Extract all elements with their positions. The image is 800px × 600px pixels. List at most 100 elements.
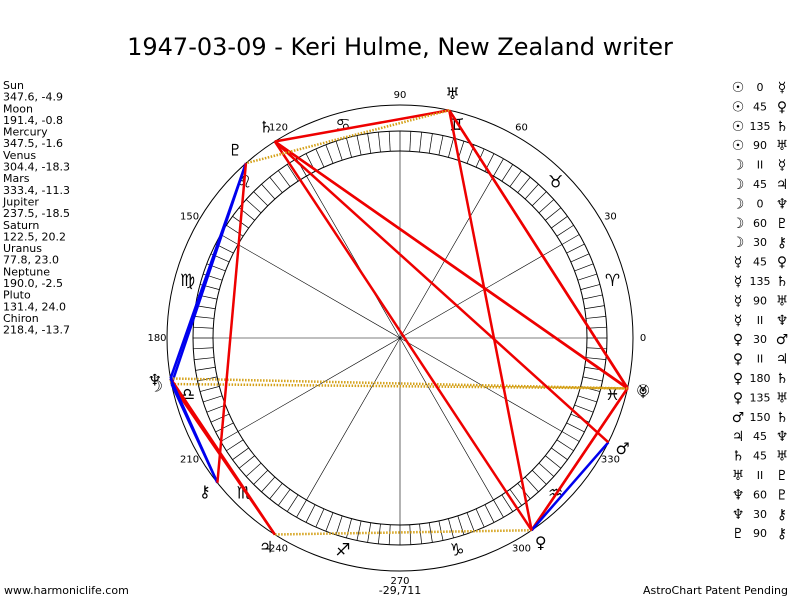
ring-tick	[484, 504, 495, 523]
ring-tick	[584, 305, 605, 310]
ring-tick	[220, 431, 239, 442]
aspect-line	[448, 110, 533, 531]
house-line	[399, 244, 563, 339]
ring-tick	[538, 462, 555, 477]
degree-label: 330	[601, 455, 620, 466]
ring-tick	[419, 523, 422, 544]
aspect-to: ♀	[777, 99, 787, 115]
planet-name: Venus	[3, 149, 36, 162]
ring-tick	[475, 508, 485, 528]
aspect-to: ♅	[776, 449, 789, 465]
aspect-to: ♅	[776, 390, 789, 406]
aspect-from: ♆	[732, 507, 745, 523]
ring-tick	[585, 357, 606, 360]
aspect-type: 30	[753, 333, 767, 346]
aspect-type: 60	[753, 217, 767, 230]
aspect-type: 135	[750, 275, 771, 288]
ring-tick	[346, 518, 352, 539]
aspect-type: 180	[750, 372, 771, 385]
ring-tick	[194, 357, 215, 360]
ring-tick	[195, 366, 216, 371]
aspect-to: ⚷	[777, 526, 787, 542]
aspect-to: ♅	[776, 138, 789, 154]
ring-tick	[545, 207, 562, 221]
house-line	[399, 337, 494, 501]
aspect-to: ⚷	[777, 507, 787, 523]
ring-tick	[561, 234, 580, 245]
planet-glyph: ♀	[535, 533, 547, 552]
aspect-type: 135	[750, 391, 771, 404]
ring-tick	[269, 483, 283, 500]
ring-tick	[570, 253, 590, 263]
zodiac-sign: ♐	[335, 541, 350, 561]
aspect-line	[171, 382, 628, 390]
aspect-to: ♅	[776, 293, 789, 309]
planet-glyph: ☽	[149, 377, 163, 396]
aspect-line	[216, 163, 248, 483]
house-line	[399, 175, 494, 339]
aspect-from: ☉	[732, 138, 745, 154]
planet-name: Mercury	[3, 126, 48, 139]
aspect-to: ♀	[777, 255, 787, 271]
degree-label: 300	[512, 543, 531, 554]
planet-glyph: ♆	[148, 371, 162, 390]
ring-tick	[193, 326, 214, 329]
ring-tick	[367, 133, 372, 154]
ring-tick	[325, 512, 334, 532]
aspect-to: ♄	[776, 119, 789, 135]
planet-position: 190.0, -2.5	[3, 277, 63, 290]
ring-tick	[466, 512, 475, 532]
degree-label: 120	[269, 123, 288, 134]
ring-tick	[409, 524, 412, 545]
aspect-to: ♂	[776, 332, 789, 348]
planet-glyph: ☿	[638, 381, 648, 400]
aspect-type: 45	[753, 430, 767, 443]
ring-tick	[577, 395, 597, 403]
ring-tick	[335, 141, 343, 161]
aspect-type: 150	[750, 411, 771, 424]
ring-tick	[580, 284, 601, 290]
aspect-type: 0	[757, 197, 764, 210]
aspect-from: ☽	[732, 196, 745, 212]
aspect-from: ☽	[732, 235, 745, 251]
aspect-line	[170, 377, 628, 390]
planet-position: 333.4, -11.3	[3, 184, 70, 197]
aspect-line	[169, 162, 248, 379]
planet-glyph: ☉	[636, 381, 650, 400]
planet-name: Jupiter	[2, 196, 39, 209]
aspect-from: ♅	[732, 468, 745, 484]
ring-tick	[296, 499, 307, 518]
ring-tick	[531, 469, 547, 485]
ring-tick	[356, 520, 362, 541]
ring-tick	[561, 431, 580, 442]
degree-label: 180	[147, 333, 166, 344]
ring-tick	[253, 469, 269, 485]
aspect-type: 30	[753, 236, 767, 249]
aspect-type: 45	[753, 178, 767, 191]
ring-tick	[305, 504, 316, 523]
aspect-line	[273, 140, 533, 531]
zodiac-sign: ♑	[449, 541, 464, 561]
planet-position: 237.5, -18.5	[3, 207, 70, 220]
planet-name: Pluto	[3, 289, 31, 302]
ring-tick	[215, 422, 234, 433]
ring-tick	[582, 294, 603, 300]
aspect-to: ♃	[776, 352, 789, 368]
planet-glyph: ♃	[259, 538, 273, 557]
footer-left: www.harmoniclife.com	[4, 584, 129, 597]
planet-position: 131.4, 24.0	[3, 300, 66, 313]
ring-tick	[378, 132, 381, 153]
aspect-type: 90	[753, 139, 767, 152]
ring-tick	[220, 234, 239, 245]
planet-name: Neptune	[3, 265, 50, 278]
ring-tick	[582, 376, 603, 382]
ring-tick	[286, 494, 299, 512]
ring-tick	[335, 515, 343, 535]
planet-position: 347.6, -4.9	[3, 91, 63, 104]
ring-tick	[517, 176, 531, 193]
ring-tick	[531, 191, 547, 207]
aspect-type: II	[757, 314, 764, 327]
aspect-from: ☿	[734, 293, 743, 309]
degree-label: 270	[390, 576, 409, 587]
